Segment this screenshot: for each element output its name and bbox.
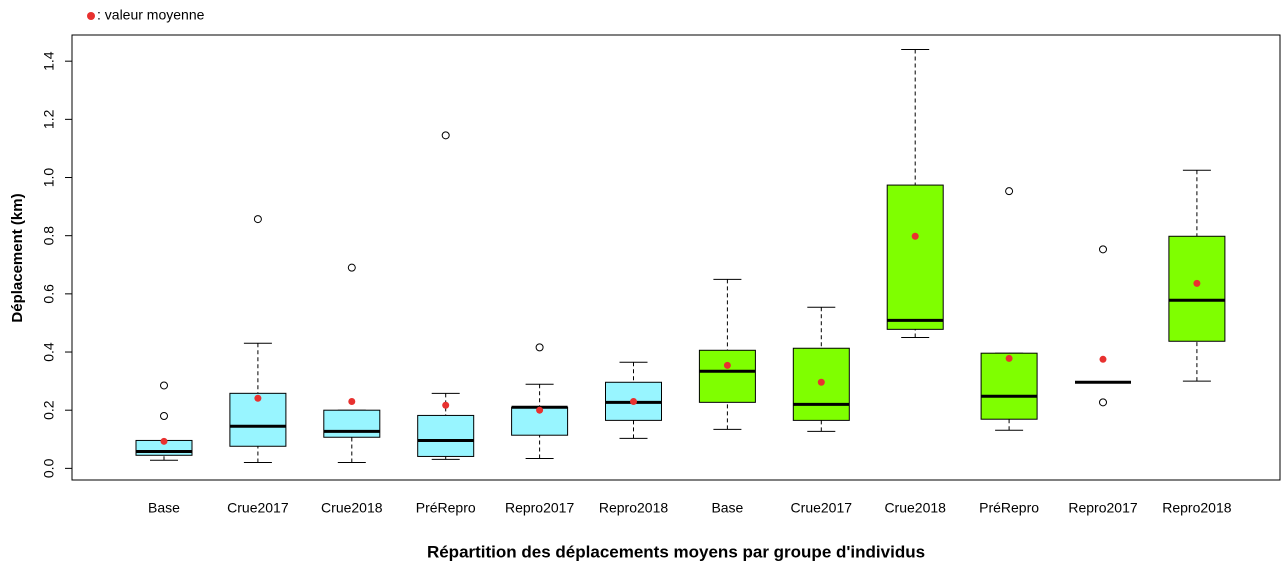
x-tick-label: PréRepro xyxy=(979,500,1039,516)
x-tick-label: PréRepro xyxy=(416,500,476,516)
x-tick-label: Base xyxy=(148,500,180,516)
box xyxy=(1168,235,1226,342)
mean-marker xyxy=(630,397,637,405)
mean-marker xyxy=(817,378,825,386)
mean-marker xyxy=(254,394,262,402)
y-tick-label: 0.0 xyxy=(41,458,57,478)
outlier xyxy=(1099,245,1107,254)
x-tick-label: Crue2017 xyxy=(791,500,853,516)
mean-marker xyxy=(1193,279,1201,287)
mean-marker xyxy=(160,437,168,445)
mean-marker xyxy=(348,397,356,405)
box xyxy=(417,414,475,457)
outlier xyxy=(1005,187,1014,196)
box xyxy=(886,184,944,330)
y-tick-label: 1.2 xyxy=(41,109,57,129)
y-tick-label: 1.0 xyxy=(41,168,57,188)
outlier xyxy=(160,412,168,421)
mean-marker xyxy=(723,361,731,369)
outlier xyxy=(535,343,544,352)
outlier xyxy=(347,263,356,272)
box xyxy=(511,406,569,436)
chart-title: Répartition des déplacements moyens par … xyxy=(427,542,925,561)
y-tick-label: 0.4 xyxy=(41,342,57,362)
legend-marker xyxy=(87,12,95,20)
mean-marker xyxy=(1099,355,1107,363)
outlier xyxy=(253,215,262,224)
box xyxy=(229,392,287,447)
x-tick-label: Crue2017 xyxy=(227,500,289,516)
outlier xyxy=(160,381,168,390)
mean-marker xyxy=(536,406,544,414)
plot-frame xyxy=(71,34,1281,481)
x-tick-label: Repro2018 xyxy=(599,500,668,516)
outlier xyxy=(441,131,450,140)
x-tick-label: Repro2018 xyxy=(1162,500,1231,516)
y-tick-label: 0.8 xyxy=(41,226,57,246)
mean-marker xyxy=(1005,354,1013,362)
outlier xyxy=(1099,398,1107,407)
box xyxy=(323,409,381,438)
y-tick-label: 1.4 xyxy=(41,51,57,71)
x-tick-label: Repro2017 xyxy=(505,500,574,516)
mean-marker xyxy=(911,232,919,240)
x-tick-label: Base xyxy=(711,500,743,516)
x-tick-label: Crue2018 xyxy=(884,500,946,516)
y-axis-label: Déplacement (km) xyxy=(9,193,26,322)
box xyxy=(698,349,756,403)
mean-marker xyxy=(442,401,450,409)
y-tick-label: 0.2 xyxy=(41,400,57,420)
y-tick-label: 0.6 xyxy=(41,284,57,304)
legend-label: : valeur moyenne xyxy=(97,7,205,23)
x-tick-label: Crue2018 xyxy=(321,500,383,516)
box xyxy=(980,352,1038,420)
x-tick-label: Repro2017 xyxy=(1068,500,1137,516)
